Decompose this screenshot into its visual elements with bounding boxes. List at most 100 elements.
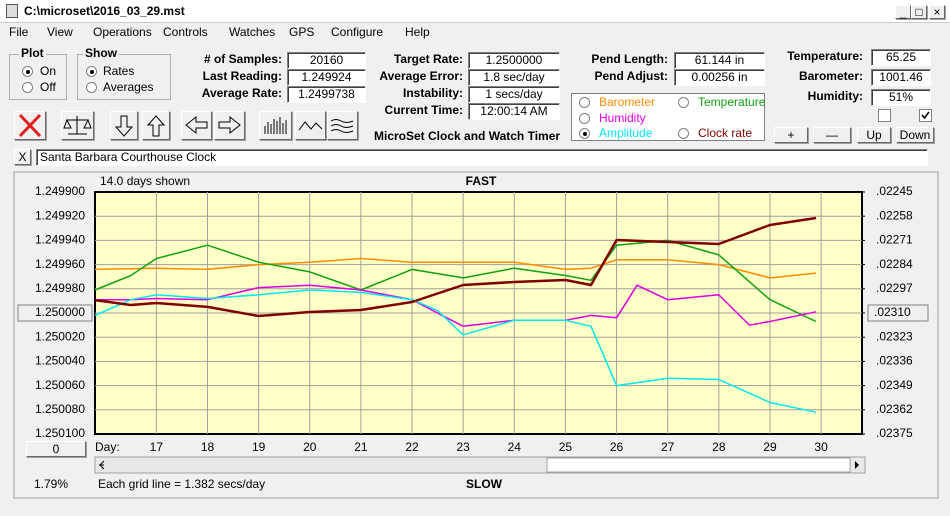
legend-entry[interactable]: Temperature bbox=[698, 95, 766, 109]
wave-button[interactable] bbox=[295, 111, 326, 140]
field-value: 1.8 sec/day bbox=[468, 69, 560, 86]
radio-button[interactable] bbox=[22, 66, 33, 77]
scale-button[interactable] bbox=[61, 111, 94, 140]
legend-entry[interactable]: Amplitude bbox=[599, 126, 653, 140]
radio-button[interactable] bbox=[86, 82, 97, 93]
x-tick-label: 27 bbox=[661, 440, 675, 454]
close-watch-button[interactable]: X bbox=[14, 149, 31, 165]
field-label: Average Rate: bbox=[201, 86, 282, 100]
field-value: 1.2500000 bbox=[468, 52, 560, 69]
field-value: 51% bbox=[871, 89, 931, 106]
series-line bbox=[94, 257, 817, 279]
center-rate-box[interactable] bbox=[17, 304, 93, 322]
checkbox[interactable] bbox=[919, 109, 932, 122]
menu-item[interactable]: Watches bbox=[229, 25, 276, 39]
scale-icon bbox=[63, 116, 92, 135]
menu-item[interactable]: Help bbox=[405, 25, 430, 39]
field-label: Average Error: bbox=[379, 69, 463, 83]
x-tick-label: 18 bbox=[201, 440, 215, 454]
grid-note: Each grid line = 1.382 secs/day bbox=[98, 477, 265, 491]
menu-item[interactable]: File bbox=[9, 25, 29, 39]
series-radio[interactable] bbox=[579, 113, 590, 124]
y-tick-label: 1.249900 bbox=[35, 184, 85, 198]
y-tick-label: 1.249960 bbox=[35, 257, 85, 271]
clear-icon bbox=[18, 113, 42, 138]
offset-button[interactable]: 0 bbox=[26, 441, 86, 457]
maximize-button[interactable]: □ bbox=[911, 5, 927, 19]
minimize-button[interactable]: _ bbox=[895, 5, 911, 19]
field-value: 61.144 in bbox=[674, 52, 765, 69]
radio-label[interactable]: Averages bbox=[103, 80, 154, 94]
top-label: FAST bbox=[466, 174, 497, 188]
control-button[interactable]: Up bbox=[857, 127, 891, 143]
plot-group-title: Plot bbox=[19, 46, 46, 60]
close-window-button[interactable]: × bbox=[929, 5, 945, 19]
bottom-label: SLOW bbox=[466, 477, 503, 491]
right-arrow-button[interactable] bbox=[214, 111, 245, 140]
app-icon bbox=[6, 4, 18, 18]
scroll-thumb[interactable] bbox=[546, 457, 851, 473]
menu-item[interactable]: GPS bbox=[289, 25, 315, 39]
field-label: Temperature: bbox=[787, 49, 863, 63]
show-group-title: Show bbox=[83, 46, 119, 60]
up-arrow-icon bbox=[146, 115, 166, 137]
y-tick-label: 1.250100 bbox=[35, 426, 85, 440]
x-tick-label: 17 bbox=[150, 440, 164, 454]
series-line bbox=[94, 289, 817, 413]
radio-label[interactable]: On bbox=[40, 64, 57, 78]
field-value: 20160 bbox=[287, 52, 366, 69]
field-value: 1.2499738 bbox=[287, 86, 366, 103]
check-mark bbox=[921, 111, 930, 120]
clear-button[interactable] bbox=[14, 111, 46, 140]
menu-item[interactable]: View bbox=[47, 25, 73, 39]
y2-tick-label: .02323 bbox=[876, 329, 913, 343]
field-label: # of Samples: bbox=[203, 52, 282, 66]
checkbox[interactable] bbox=[878, 109, 891, 122]
series-radio[interactable] bbox=[579, 128, 590, 139]
radio-button[interactable] bbox=[86, 66, 97, 77]
x-tick-label: 26 bbox=[610, 440, 624, 454]
x-tick-label: 28 bbox=[712, 440, 726, 454]
days-shown: 14.0 days shown bbox=[100, 174, 190, 188]
y-tick-label: 1.249940 bbox=[35, 233, 85, 247]
y-tick-label: 1.250020 bbox=[35, 329, 85, 343]
x-tick-label: 23 bbox=[456, 440, 470, 454]
multi-wave-button[interactable] bbox=[327, 111, 358, 140]
radio-label[interactable]: Off bbox=[40, 80, 56, 94]
x-tick-label: 20 bbox=[303, 440, 317, 454]
left-arrow-button[interactable] bbox=[181, 111, 212, 140]
control-button[interactable]: + bbox=[774, 127, 808, 143]
radio-label[interactable]: Rates bbox=[103, 64, 135, 78]
histogram-button[interactable] bbox=[259, 111, 292, 140]
menu-item[interactable]: Operations bbox=[93, 25, 152, 39]
legend-entry[interactable]: Barometer bbox=[599, 95, 656, 109]
legend-entry[interactable]: Humidity bbox=[599, 111, 646, 125]
center-amplitude-box[interactable] bbox=[867, 304, 929, 322]
series-radio[interactable] bbox=[678, 97, 689, 108]
menu-item[interactable]: Configure bbox=[331, 25, 384, 39]
y2-tick-label: .02349 bbox=[876, 378, 913, 392]
window-title: C:\microset\2016_03_29.mst bbox=[24, 4, 185, 18]
legend-entry[interactable]: Clock rate bbox=[698, 126, 753, 140]
series-radio[interactable] bbox=[678, 128, 689, 139]
control-button[interactable]: Down bbox=[896, 127, 934, 143]
series-radio[interactable] bbox=[579, 97, 590, 108]
down-arrow-button[interactable] bbox=[110, 111, 138, 140]
menu-item[interactable]: Controls bbox=[163, 25, 208, 39]
y-tick-label: 1.250040 bbox=[35, 354, 85, 368]
left-arrow-icon bbox=[185, 115, 208, 135]
y-tick-label: 1.249920 bbox=[35, 208, 85, 222]
scroll-left[interactable] bbox=[99, 460, 105, 470]
series-line bbox=[94, 239, 817, 323]
radio-button[interactable] bbox=[22, 82, 33, 93]
wave-icon bbox=[298, 121, 323, 131]
y-tick-label: 1.249980 bbox=[35, 281, 85, 295]
control-button[interactable]: — bbox=[813, 127, 851, 143]
x-tick-label: 19 bbox=[252, 440, 266, 454]
up-arrow-button[interactable] bbox=[142, 111, 170, 140]
y2-tick-label: .02271 bbox=[876, 233, 913, 247]
scroll-right[interactable] bbox=[855, 461, 859, 469]
series-line bbox=[94, 216, 817, 318]
watch-name[interactable]: Santa Barbara Courthouse Clock bbox=[36, 149, 928, 166]
